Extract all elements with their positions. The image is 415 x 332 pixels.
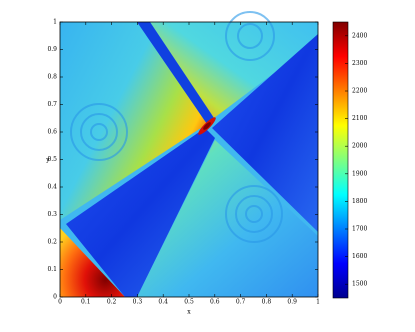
x-axis-label: x xyxy=(187,309,191,316)
y-tick-label: 0.3 xyxy=(47,211,57,218)
colorbar-tick-label: 2100 xyxy=(352,115,367,122)
colorbar-tick-label: 2200 xyxy=(352,88,367,95)
colorbar-tick-label: 1800 xyxy=(352,198,367,205)
x-tick-label: 0.4 xyxy=(158,299,168,306)
y-tick-label: 0.5 xyxy=(47,156,57,163)
y-tick-label: 0.6 xyxy=(47,129,57,136)
x-tick-label: 0.2 xyxy=(107,299,117,306)
y-axis-label: y xyxy=(45,157,50,164)
y-tick-label: 0.4 xyxy=(47,184,57,191)
colorbar xyxy=(332,21,349,299)
x-tick-label: 0.5 xyxy=(184,299,194,306)
x-tick-label: 0.6 xyxy=(210,299,220,306)
colorbar-tick-label: 2400 xyxy=(352,32,367,39)
colorbar-tick-label: 1500 xyxy=(352,281,367,288)
y-tick-label: 0 xyxy=(53,294,57,301)
y-tick-label: 0.7 xyxy=(47,101,57,108)
x-tick-label: 0.1 xyxy=(81,299,91,306)
colorbar-tick-label: 2300 xyxy=(352,60,367,67)
colorbar-tick-label: 1700 xyxy=(352,226,367,233)
x-tick-label: 1 xyxy=(316,299,320,306)
colorbar-tick-label: 2000 xyxy=(352,143,367,150)
x-tick-label: 0.8 xyxy=(262,299,272,306)
y-tick-label: 1 xyxy=(53,19,57,26)
x-tick-label: 0.7 xyxy=(236,299,246,306)
x-tick-label: 0.3 xyxy=(133,299,143,306)
y-tick-label: 0.9 xyxy=(47,46,57,53)
colorbar-tick-label: 1600 xyxy=(352,253,367,260)
y-tick-label: 0.1 xyxy=(47,266,57,273)
y-tick-label: 0.8 xyxy=(47,74,57,81)
y-tick-label: 0.2 xyxy=(47,239,57,246)
field xyxy=(60,11,318,297)
x-tick-label: 0.9 xyxy=(287,299,297,306)
colorbar-tick-label: 1900 xyxy=(352,170,367,177)
x-tick-label: 0 xyxy=(58,299,62,306)
